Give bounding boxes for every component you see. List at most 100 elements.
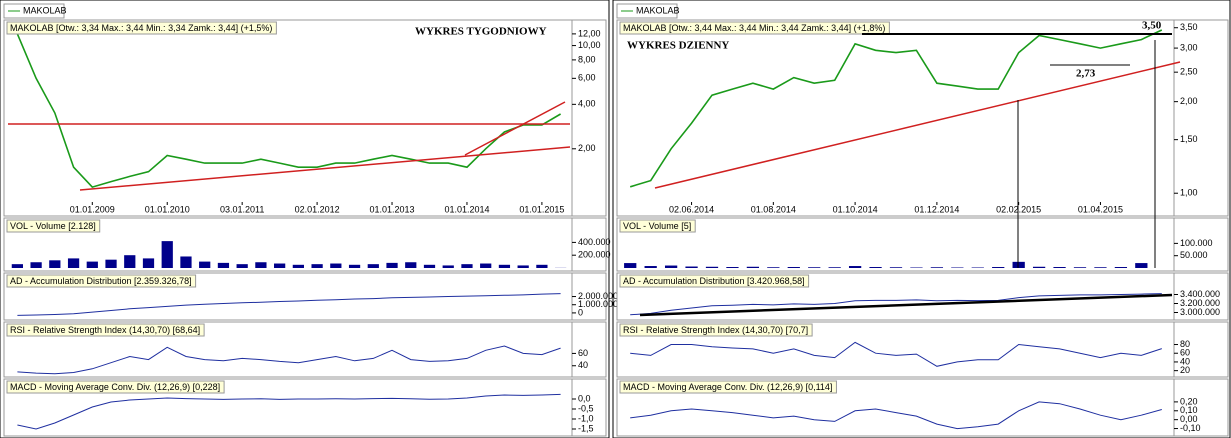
y-tick-label: 2,00 [1180, 96, 1198, 106]
bar [124, 255, 136, 268]
x-tick-label: 01.12.2014 [914, 204, 959, 214]
y-tick-label: 3,50 [1180, 22, 1198, 32]
annotation: WYKRES TYGODNIOWY [415, 26, 547, 38]
x-tick-label: 01.10.2014 [833, 204, 878, 214]
bar [664, 265, 678, 268]
bar [199, 261, 211, 268]
bar [1094, 267, 1107, 268]
tab[interactable] [616, 3, 678, 19]
y-tick-label: -1,0 [578, 413, 594, 423]
y-tick-label: 2.000.000 [578, 291, 618, 301]
bar [180, 256, 192, 268]
bar [536, 264, 548, 268]
bar [848, 266, 862, 268]
y-tick-label: 1,00 [1180, 188, 1198, 198]
y-tick-label: 2,50 [1180, 67, 1198, 77]
bar [644, 266, 657, 268]
bar [67, 258, 80, 268]
y-tick-label: 0,10 [1180, 405, 1198, 415]
bar [274, 263, 286, 268]
bar [828, 267, 841, 268]
panel-title: MACD - Moving Average Conv. Div. (12,26,… [10, 382, 220, 392]
line [630, 341, 1162, 367]
y-tick-label: 0,0 [578, 393, 591, 403]
x-tick-label: 01.01.2015 [519, 204, 564, 214]
y-tick-label: 20 [1180, 365, 1190, 375]
y-tick-label: 80 [1180, 339, 1190, 349]
line [17, 393, 561, 430]
x-tick-label: 01.01.2014 [444, 204, 489, 214]
y-tick-label: 0 [578, 307, 583, 317]
bar [142, 258, 155, 268]
bar [236, 264, 248, 268]
y-tick-label: 1.000.000 [578, 299, 618, 309]
title-box [619, 219, 696, 233]
panel-title: MAKOLAB [Otw.: 3,34 Max.: 3,44 Min.: 3,3… [10, 23, 272, 33]
x-tick-label: 01.01.2013 [370, 204, 415, 214]
bar [1114, 267, 1128, 268]
line [630, 293, 1162, 316]
bar [461, 264, 473, 268]
y-tick-label: -0,5 [578, 403, 594, 413]
line [16, 33, 562, 189]
panel [616, 217, 1229, 272]
y-tick-label: 0,00 [1180, 414, 1198, 424]
bar [1012, 261, 1025, 268]
bar [498, 264, 511, 268]
bar [386, 262, 398, 268]
bar [517, 265, 529, 268]
y-tick-label: 10,00 [578, 40, 601, 50]
panel-title: RSI - Relative Strength Index (14,30,70)… [10, 325, 200, 335]
y-tick-label: 3,00 [1180, 42, 1198, 52]
bar [1135, 263, 1148, 268]
y-tick-label: 60 [1180, 348, 1190, 358]
panel [3, 217, 607, 272]
annotation: 3,50 [1142, 20, 1162, 32]
bar [705, 266, 719, 268]
trend-line [79, 146, 571, 191]
x-tick-label: 01.08.2014 [751, 204, 796, 214]
bar [808, 267, 821, 268]
tab-label: MAKOLAB [636, 5, 680, 15]
trend-line [639, 293, 1173, 317]
bar [624, 263, 637, 268]
panel-title: MAKOLAB [Otw.: 3,44 Max.: 3,44 Min.: 3,4… [623, 23, 885, 33]
y-tick-label: 4,00 [578, 99, 596, 109]
annotation: WYKRES DZIENNY [627, 40, 729, 52]
bar [217, 262, 230, 268]
trend-line [654, 61, 1181, 189]
bar [726, 267, 739, 268]
title-box [6, 274, 197, 288]
y-tick-label: 100.000 [1180, 238, 1213, 248]
title-box [6, 219, 101, 233]
title-box [6, 21, 277, 35]
y-tick-label: -1,5 [578, 423, 594, 433]
bar [161, 241, 173, 268]
y-tick-label: 3.400.000 [1180, 289, 1220, 299]
bar [30, 262, 42, 268]
y-tick-label: 400.000 [578, 237, 611, 247]
y-tick-label: 2,00 [578, 143, 596, 153]
bar [105, 259, 117, 268]
tab[interactable] [3, 3, 65, 19]
panel [616, 19, 1229, 217]
panel-title: VOL - Volume [5] [623, 221, 691, 231]
y-tick-label: -0,10 [1180, 423, 1201, 433]
title-box [6, 380, 225, 394]
y-tick-label: 200.000 [578, 250, 611, 260]
y-tick-label: 3.000.000 [1180, 307, 1220, 317]
x-tick-label: 03.01.2011 [220, 204, 264, 214]
bar [930, 267, 944, 268]
y-tick-label: 6,00 [578, 73, 596, 83]
x-tick-label: 01.04.2015 [1078, 204, 1123, 214]
title-box [619, 380, 837, 394]
bar [49, 260, 61, 268]
y-tick-label: 3.200.000 [1180, 298, 1220, 308]
bar [480, 263, 492, 268]
bar [348, 264, 361, 268]
bar [311, 264, 323, 268]
panel-title: VOL - Volume [2.128] [10, 221, 96, 231]
x-tick-label: 02.01.2012 [295, 204, 340, 214]
title-box [619, 274, 810, 288]
